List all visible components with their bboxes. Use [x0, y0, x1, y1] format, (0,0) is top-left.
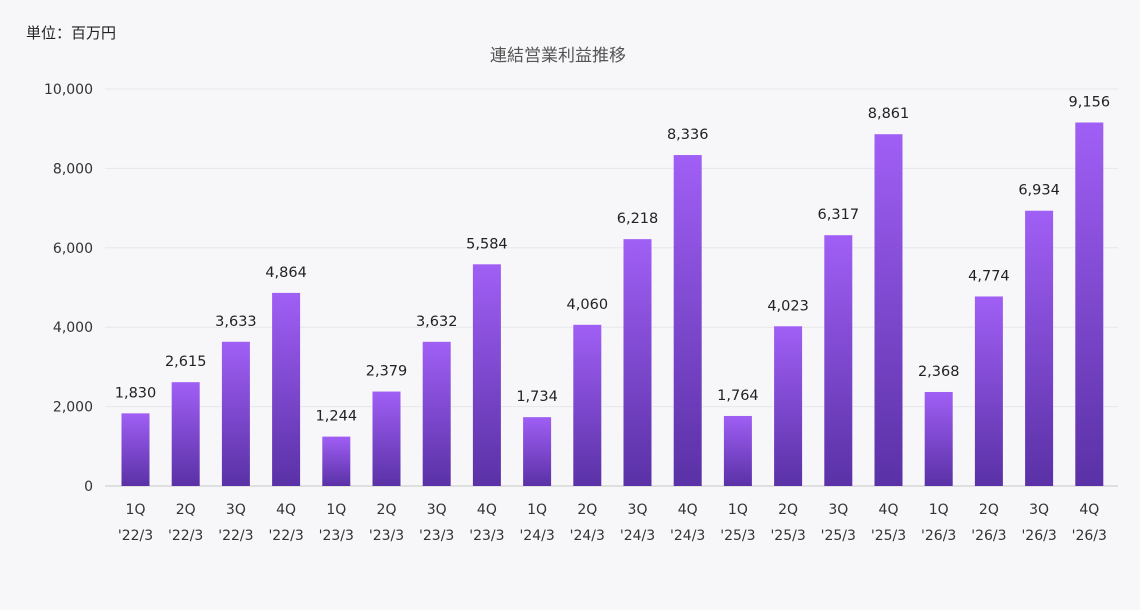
x-tick-fiscal-year: '23/3 — [319, 528, 354, 544]
x-tick-quarter: 4Q — [678, 502, 698, 518]
y-tick-label: 0 — [84, 479, 93, 495]
data-label: 3,633 — [215, 314, 257, 330]
bar — [673, 155, 702, 487]
data-label: 3,632 — [416, 314, 458, 330]
bar — [322, 436, 351, 486]
y-tick-label: 6,000 — [53, 241, 93, 257]
bar — [523, 417, 552, 486]
bar — [974, 296, 1003, 486]
x-tick-fiscal-year: '24/3 — [519, 528, 554, 544]
x-tick-quarter: 3Q — [226, 502, 246, 518]
x-tick-fiscal-year: '22/3 — [268, 528, 303, 544]
bar — [874, 134, 903, 486]
x-tick-quarter: 1Q — [126, 502, 146, 518]
bar — [1075, 122, 1104, 486]
x-tick-fiscal-year: '24/3 — [570, 528, 605, 544]
bar — [221, 341, 250, 486]
x-tick-fiscal-year: '25/3 — [821, 528, 856, 544]
chart-title: 連結営業利益推移 — [490, 46, 626, 66]
data-label: 6,317 — [818, 207, 860, 223]
x-tick-quarter: 3Q — [427, 502, 447, 518]
bar — [824, 235, 853, 486]
y-axis: 0 2,000 4,000 6,000 8,000 10,000 — [44, 82, 93, 495]
bar — [723, 415, 752, 486]
data-label: 4,864 — [265, 265, 307, 281]
x-tick-quarter: 4Q — [477, 502, 497, 518]
x-tick-fiscal-year: '22/3 — [168, 528, 203, 544]
data-label: 1,734 — [516, 389, 558, 405]
bar — [472, 264, 501, 486]
bar — [774, 326, 803, 486]
x-tick-fiscal-year: '24/3 — [620, 528, 655, 544]
data-label-layer: 1,830 2,615 3,633 4,864 1,244 2,379 3,632 5,584… — [115, 95, 1110, 425]
x-tick-quarter: 1Q — [929, 502, 949, 518]
x-tick-fiscal-year: '25/3 — [770, 528, 805, 544]
x-tick-quarter: 3Q — [1029, 502, 1049, 518]
grid-layer — [105, 88, 1118, 487]
bar — [573, 324, 602, 486]
data-label: 2,368 — [918, 364, 960, 380]
data-label: 6,218 — [617, 211, 659, 227]
data-label: 8,336 — [667, 127, 709, 143]
data-label: 4,774 — [968, 268, 1010, 284]
data-label: 8,861 — [868, 106, 910, 122]
x-axis: 1Q '22/3 2Q '22/3 3Q '22/3 4Q '22/3 1Q '23/3 2Q '23… — [118, 502, 1107, 544]
x-tick-quarter: 3Q — [628, 502, 648, 518]
data-label: 6,934 — [1018, 183, 1060, 199]
y-tick-label: 8,000 — [53, 161, 93, 177]
x-tick-fiscal-year: '25/3 — [720, 528, 755, 544]
bar — [121, 413, 150, 486]
x-tick-quarter: 4Q — [1079, 502, 1099, 518]
x-tick-fiscal-year: '26/3 — [921, 528, 956, 544]
data-label: 4,060 — [567, 297, 609, 313]
data-label: 2,615 — [165, 354, 207, 370]
x-tick-fiscal-year: '23/3 — [369, 528, 404, 544]
x-tick-quarter: 2Q — [377, 502, 397, 518]
x-tick-quarter: 4Q — [879, 502, 899, 518]
x-tick-fiscal-year: '23/3 — [469, 528, 504, 544]
y-tick-label: 10,000 — [44, 82, 93, 98]
unit-label: 単位：百万円 — [26, 24, 117, 42]
x-tick-quarter: 3Q — [828, 502, 848, 518]
x-tick-quarter: 2Q — [577, 502, 597, 518]
x-tick-quarter: 4Q — [276, 502, 296, 518]
bar — [1025, 210, 1054, 486]
y-tick-label: 4,000 — [53, 320, 93, 336]
data-label: 9,156 — [1069, 95, 1111, 111]
bar — [171, 382, 200, 486]
bar — [272, 292, 301, 486]
bar — [372, 391, 401, 486]
x-tick-quarter: 2Q — [176, 502, 196, 518]
x-tick-fiscal-year: '24/3 — [670, 528, 705, 544]
bar-layer — [121, 122, 1104, 487]
x-tick-quarter: 2Q — [778, 502, 798, 518]
x-tick-quarter: 2Q — [979, 502, 999, 518]
bar — [422, 341, 451, 486]
data-label: 1,764 — [717, 388, 759, 404]
x-tick-fiscal-year: '26/3 — [1021, 528, 1056, 544]
x-tick-quarter: 1Q — [527, 502, 547, 518]
y-tick-label: 2,000 — [53, 400, 93, 416]
data-label: 2,379 — [366, 364, 408, 380]
data-label: 1,244 — [316, 409, 358, 425]
x-tick-fiscal-year: '25/3 — [871, 528, 906, 544]
x-tick-quarter: 1Q — [728, 502, 748, 518]
data-label: 5,584 — [466, 236, 508, 252]
x-tick-fiscal-year: '26/3 — [971, 528, 1006, 544]
bar — [623, 239, 652, 486]
x-tick-fiscal-year: '23/3 — [419, 528, 454, 544]
x-tick-quarter: 1Q — [326, 502, 346, 518]
x-tick-fiscal-year: '26/3 — [1072, 528, 1107, 544]
x-tick-fiscal-year: '22/3 — [218, 528, 253, 544]
bar — [924, 391, 953, 486]
data-label: 1,830 — [115, 385, 157, 401]
data-label: 4,023 — [767, 298, 809, 314]
x-tick-fiscal-year: '22/3 — [118, 528, 153, 544]
